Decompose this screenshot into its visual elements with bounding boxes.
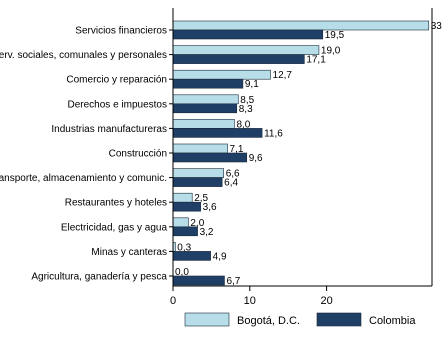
bar-bogota	[172, 20, 430, 31]
data-label: 11,6	[264, 128, 283, 139]
bar-bogota	[172, 143, 228, 154]
data-label: 2,5	[194, 193, 208, 204]
bar-colombia	[172, 78, 244, 89]
data-label: 3,6	[203, 202, 217, 213]
data-label: 17,1	[306, 55, 326, 66]
data-label: 12,7	[273, 70, 293, 81]
category-label: Derechos e impuestos	[68, 99, 168, 110]
bar-bogota	[172, 119, 235, 129]
data-label: 8,3	[239, 104, 253, 115]
legend-swatch-colombia	[316, 312, 362, 327]
bar-colombia	[172, 103, 238, 114]
x-tick-label: 0	[170, 295, 176, 307]
category-label: Minas y canteras	[91, 247, 167, 258]
data-label: 3,2	[200, 227, 214, 238]
data-label: 6,4	[224, 178, 238, 189]
data-label: 8,5	[240, 95, 254, 106]
bar-bogota	[172, 217, 189, 228]
data-label: 19,5	[325, 30, 345, 41]
axis-layer: 0 10 20	[169, 8, 433, 307]
data-label: 6,6	[226, 169, 240, 180]
data-label: 0,0	[175, 267, 189, 278]
data-label: 0,3	[177, 242, 191, 253]
data-label: 9,6	[249, 153, 263, 164]
legend-label-bogota: Bogotá, D.C.	[237, 315, 300, 327]
legend-label-colombia: Colombia	[369, 315, 416, 327]
data-label: 4,9	[213, 251, 227, 262]
data-label: 19,0	[321, 46, 341, 57]
data-label: 2,0	[190, 218, 204, 229]
bar-bogota	[172, 45, 320, 55]
bar-colombia	[172, 177, 223, 187]
data-label: 33,3	[431, 21, 442, 32]
category-label: Serv. sociales, comunales y personales	[0, 50, 167, 61]
labels-layer: Servicios financieros 33,3 19,5 Serv. socia…	[0, 21, 442, 287]
category-label: Construcción	[109, 149, 167, 160]
category-label: Transporte, almacenamiento y comunic.	[0, 173, 167, 184]
bar-bogota	[172, 168, 224, 178]
category-label: Industrias manufactureras	[51, 124, 167, 135]
data-label: 6,7	[226, 276, 240, 287]
category-label: Agricultura, ganadería y pesca	[31, 272, 167, 283]
category-label: Restaurantes y hoteles	[65, 198, 167, 209]
bar-colombia	[172, 54, 305, 64]
x-tick-label: 10	[244, 295, 256, 307]
bar-bogota	[172, 192, 193, 203]
data-label: 9,1	[245, 79, 259, 90]
data-label: 8,0	[236, 119, 250, 130]
legend: Bogotá, D.C. Colombia	[184, 312, 416, 327]
bar-bogota	[172, 94, 239, 105]
category-label: Servicios financieros	[75, 26, 167, 37]
category-label: Electricidad, gas y agua	[61, 222, 168, 233]
category-label: Comercio y reparación	[66, 75, 167, 86]
bar-colombia	[172, 29, 324, 40]
data-label: 7,1	[230, 144, 244, 155]
x-tick-label: 20	[320, 295, 332, 307]
bar-bogota	[172, 69, 271, 80]
legend-swatch-bogota	[184, 312, 230, 327]
bars-layer	[172, 20, 430, 286]
